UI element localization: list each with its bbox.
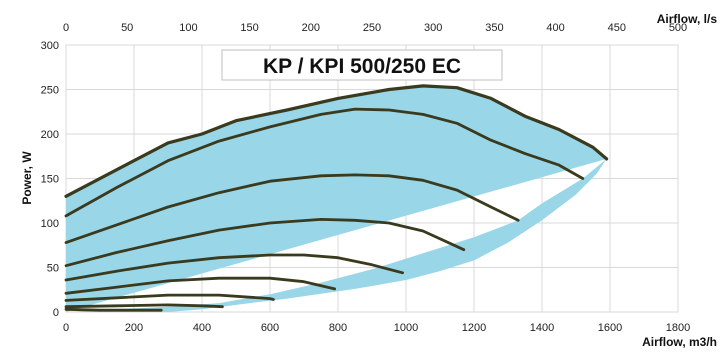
y-tick-label: 0 (53, 307, 59, 319)
y-tick-label: 100 (41, 218, 59, 230)
x2-tick-label: 400 (546, 22, 564, 34)
fan-curve-2 (64, 107, 585, 218)
x-tick-label: 1000 (394, 322, 418, 334)
fan-curves (64, 84, 609, 312)
operating-area-fill (66, 85, 607, 313)
y-tick-label: 300 (41, 40, 59, 52)
x-tick-label: 200 (125, 322, 143, 334)
x-tick-label: 1200 (462, 322, 486, 334)
x2-tick-label: 350 (485, 22, 503, 34)
x-tick-label: 1600 (598, 322, 622, 334)
x2-tick-label: 250 (363, 22, 381, 34)
fan-curve-3 (64, 173, 520, 245)
fan-curve-8 (64, 303, 224, 309)
y-tick-label: 200 (41, 129, 59, 141)
x2-tick-label: 200 (302, 22, 320, 34)
y-tick-label: 150 (41, 174, 59, 186)
x2-axis-title: Airflow, l/s (657, 12, 718, 26)
fan-curve-6 (64, 276, 337, 295)
x2-tick-label: 450 (608, 22, 626, 34)
x2-tick-label: 300 (424, 22, 442, 34)
x-tick-label: 600 (261, 322, 279, 334)
x2-tick-label: 500 (669, 22, 687, 34)
chart-title: KP / KPI 500/250 EC (263, 55, 461, 78)
y-tick-label: 250 (41, 85, 59, 97)
x2-tick-label: 150 (240, 22, 258, 34)
fan-curve-5 (64, 253, 405, 282)
x2-tick-label: 50 (121, 22, 133, 34)
x2-tick-label: 100 (179, 22, 197, 34)
x-tick-label: 400 (193, 322, 211, 334)
title-box (221, 49, 503, 81)
x-axis-title: Airflow, m3/h (642, 335, 717, 349)
y-tick-label: 50 (47, 263, 59, 275)
fan-curve-1 (64, 84, 609, 198)
x-tick-label: 1800 (666, 322, 690, 334)
x-tick-label: 800 (329, 322, 347, 334)
fan-curve-9 (64, 307, 163, 312)
operating-area (66, 85, 607, 313)
y-axis-title: Power, W (20, 151, 34, 205)
fan-curve-4 (64, 217, 466, 268)
x-tick-label: 1400 (530, 322, 554, 334)
fan-curve-7 (64, 293, 275, 302)
x-tick-label: 0 (63, 322, 69, 334)
x2-tick-label: 0 (63, 22, 69, 34)
